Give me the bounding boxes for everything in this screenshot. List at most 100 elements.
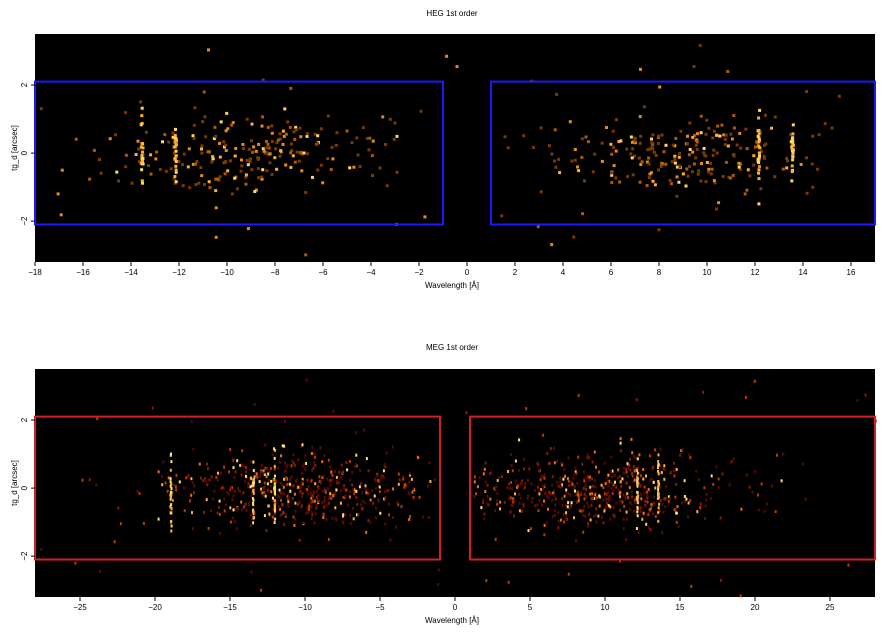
heatmap-pixel: [252, 478, 255, 482]
heatmap-pixel: [392, 487, 395, 491]
heatmap-pixel: [187, 147, 191, 151]
heatmap-pixel: [614, 480, 616, 484]
heatmap-pixel: [636, 457, 639, 461]
heatmap-pixel: [612, 145, 616, 149]
heatmap-pixel: [203, 183, 206, 186]
heatmap-pixel: [298, 538, 301, 542]
heatmap-pixel: [515, 485, 518, 489]
heatmap-pixel: [781, 167, 785, 171]
heatmap-pixel: [694, 143, 698, 147]
heatmap-pixel: [588, 512, 591, 516]
heatmap-pixel: [556, 459, 559, 463]
heatmap-pixel: [658, 464, 661, 467]
heatmap-pixel: [606, 502, 609, 506]
heatmap-pixel: [670, 160, 674, 164]
y-tick-label: −2: [20, 216, 29, 226]
heatmap-pixel: [748, 174, 752, 178]
heatmap-pixel: [553, 513, 556, 517]
heatmap-pixel: [756, 141, 760, 145]
heatmap-pixel: [260, 175, 264, 179]
x-tick-label: −8: [270, 268, 280, 277]
heatmap-pixel: [280, 454, 283, 458]
heatmap-pixel: [759, 187, 763, 191]
heatmap-pixel: [322, 475, 325, 479]
heatmap-pixel: [554, 165, 558, 169]
heatmap-pixel: [595, 465, 597, 469]
heatmap-pixel: [264, 443, 267, 447]
heatmap-pixel: [638, 453, 641, 457]
heatmap-pixel: [583, 497, 586, 501]
heatmap-pixel: [200, 144, 204, 148]
heatmap-pixel: [657, 519, 660, 523]
heatmap-pixel: [314, 512, 317, 516]
heatmap-pixel: [323, 454, 326, 458]
heatmap-pixel: [703, 486, 706, 490]
heatmap-pixel: [568, 492, 570, 496]
heatmap-pixel: [608, 494, 611, 498]
heatmap-pixel: [175, 139, 179, 143]
heatmap-pixel: [594, 513, 597, 517]
heatmap-pixel: [214, 177, 218, 181]
heatmap-pixel: [322, 505, 325, 509]
heatmap-pixel: [426, 484, 429, 488]
heatmap-pixel: [802, 462, 805, 466]
heatmap-pixel: [530, 482, 533, 486]
heatmap-pixel: [330, 497, 333, 500]
heatmap-pixel: [773, 115, 777, 119]
x-tick-label: −2: [414, 268, 424, 277]
heatmap-pixel: [302, 151, 306, 155]
heatmap-pixel: [644, 503, 647, 507]
heatmap-pixel: [437, 568, 440, 572]
heatmap-pixel: [534, 504, 536, 508]
heatmap-pixel: [343, 487, 346, 491]
heatmap-pixel: [673, 161, 677, 165]
heatmap-pixel: [630, 437, 633, 441]
heatmap-pixel: [537, 485, 539, 489]
heatmap-pixel: [696, 510, 699, 514]
heatmap-pixel: [263, 490, 266, 494]
heatmap-pixel: [624, 494, 627, 498]
heatmap-pixel: [379, 474, 382, 478]
heatmap-pixel: [229, 448, 232, 452]
heatmap-pixel: [232, 466, 235, 470]
heatmap-pixel: [211, 155, 215, 159]
heatmap-pixel: [680, 449, 683, 452]
heatmap-pixel: [56, 192, 60, 196]
heatmap-pixel: [397, 482, 400, 486]
heatmap-pixel: [323, 496, 326, 499]
x-tick-label: 16: [847, 268, 856, 277]
heatmap-pixel: [511, 469, 514, 473]
heatmap-pixel: [335, 488, 338, 492]
heatmap-pixel: [716, 124, 720, 128]
heatmap-pixel: [705, 118, 709, 122]
heatmap-pixel: [609, 517, 612, 521]
heatmap-pixel: [358, 165, 362, 168]
heatmap-pixel: [310, 491, 313, 495]
heatmap-pixel: [362, 507, 365, 511]
heatmap-pixel: [371, 174, 374, 177]
heatmap-pixel: [709, 496, 712, 500]
heatmap-pixel: [230, 123, 234, 127]
heatmap-pixel: [325, 517, 328, 521]
heatmap-pixel: [576, 165, 579, 169]
heatmap-pixel: [263, 151, 267, 155]
heatmap-pixel: [757, 132, 761, 136]
heatmap-pixel: [577, 493, 580, 497]
heatmap-pixel: [804, 497, 807, 501]
heatmap-pixel: [702, 151, 706, 155]
heatmap-pixel: [625, 510, 628, 514]
heg-x-axis: −18 −16 −14 −12 −10 −8 −6 −4 −2 0 2 4 6 8 10 12 14 16: [28, 262, 856, 277]
heatmap-pixel: [647, 526, 650, 530]
heatmap-pixel: [321, 501, 324, 505]
heatmap-pixel: [510, 503, 513, 507]
heatmap-pixel: [493, 487, 496, 491]
heatmap-pixel: [214, 189, 218, 193]
heatmap-pixel: [687, 153, 691, 157]
heatmap-pixel: [673, 469, 675, 473]
heatmap-pixel: [356, 503, 359, 506]
heatmap-pixel: [284, 420, 286, 423]
heatmap-pixel: [651, 512, 654, 516]
heatmap-pixel: [244, 182, 248, 186]
heatmap-pixel: [607, 490, 610, 494]
heatmap-pixel: [744, 127, 748, 131]
